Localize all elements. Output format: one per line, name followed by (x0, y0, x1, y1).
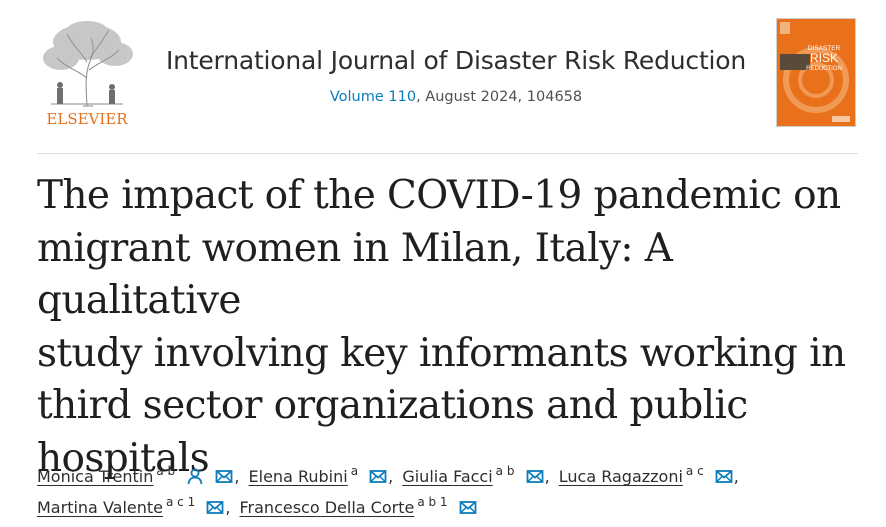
article-title-line: migrant women in Milan, Italy: A qualita… (37, 225, 673, 324)
elsevier-logo[interactable]: ELSEVIER (37, 18, 137, 128)
journal-title[interactable]: International Journal of Disaster Risk R… (165, 46, 747, 75)
journal-cover-image: DISASTER RISK REDUCTION (776, 18, 856, 127)
author-name[interactable]: Monica Trentin (37, 467, 154, 486)
issue-details: , August 2024, 104658 (416, 89, 583, 105)
email-icon[interactable] (526, 467, 544, 485)
cover-title-line3: REDUCTION (806, 66, 842, 72)
cover-title-line1: DISASTER (808, 45, 841, 52)
article-title-line: third sector organizations and public (37, 383, 748, 428)
author-line: Monica Trentin a b , Elena Rubini a , Giul… (37, 456, 867, 487)
article-title-line: The impact of the COVID-19 pandemic on (37, 173, 841, 218)
article-header: ELSEVIER International Journal of Disast… (0, 0, 886, 154)
publisher-name: ELSEVIER (46, 110, 128, 128)
author-entry: Francesco Della Corte a b 1 (239, 495, 482, 517)
article-title-line: hospitals (37, 435, 210, 481)
journal-issue-info: Volume 110, August 2024, 104658 (150, 89, 762, 105)
elsevier-tree-icon (37, 18, 137, 110)
journal-cover[interactable]: DISASTER RISK REDUCTION (776, 18, 856, 127)
email-icon[interactable] (215, 467, 233, 485)
author-separator: , (234, 467, 240, 486)
author-separator: , (388, 467, 394, 486)
cover-title-line2: RISK (810, 51, 838, 65)
author-name[interactable]: Luca Ragazzoni (558, 467, 683, 486)
author-affiliation: a c 1 (166, 495, 196, 509)
email-icon[interactable] (369, 467, 387, 485)
author-affiliation: a b (495, 464, 515, 478)
author-entry: Elena Rubini a , (248, 464, 403, 486)
article-title-line: study involving key informants working i… (37, 330, 846, 376)
author-name[interactable]: Martina Valente (37, 498, 163, 517)
article-title: The impact of the COVID-19 pandemic on m… (37, 170, 867, 485)
volume-link[interactable]: Volume 110 (329, 89, 417, 105)
author-entry: Giulia Facci a b , (402, 464, 558, 486)
author-affiliation: a b 1 (417, 495, 448, 509)
author-list: Monica Trentin a b , Elena Rubini a , Giul… (37, 456, 867, 518)
author-name[interactable]: Francesco Della Corte (239, 498, 415, 517)
header-divider (37, 153, 858, 154)
author-separator: , (733, 467, 739, 486)
person-icon[interactable] (186, 467, 204, 485)
author-separator: , (225, 498, 231, 517)
author-affiliation: a c (685, 464, 704, 478)
author-name[interactable]: Giulia Facci (402, 467, 493, 486)
author-line: Martina Valente a c 1 , Francesco Della C… (37, 487, 867, 518)
author-separator: , (544, 467, 550, 486)
author-entry: Monica Trentin a b , (37, 464, 249, 486)
author-entry: Martina Valente a c 1 , (37, 495, 240, 517)
author-affiliation: a b (156, 464, 176, 478)
email-icon[interactable] (715, 467, 733, 485)
email-icon[interactable] (459, 498, 477, 516)
email-icon[interactable] (206, 498, 224, 516)
author-entry: Luca Ragazzoni a c , (558, 464, 743, 486)
author-name[interactable]: Elena Rubini (248, 467, 348, 486)
author-affiliation: a (350, 464, 359, 478)
